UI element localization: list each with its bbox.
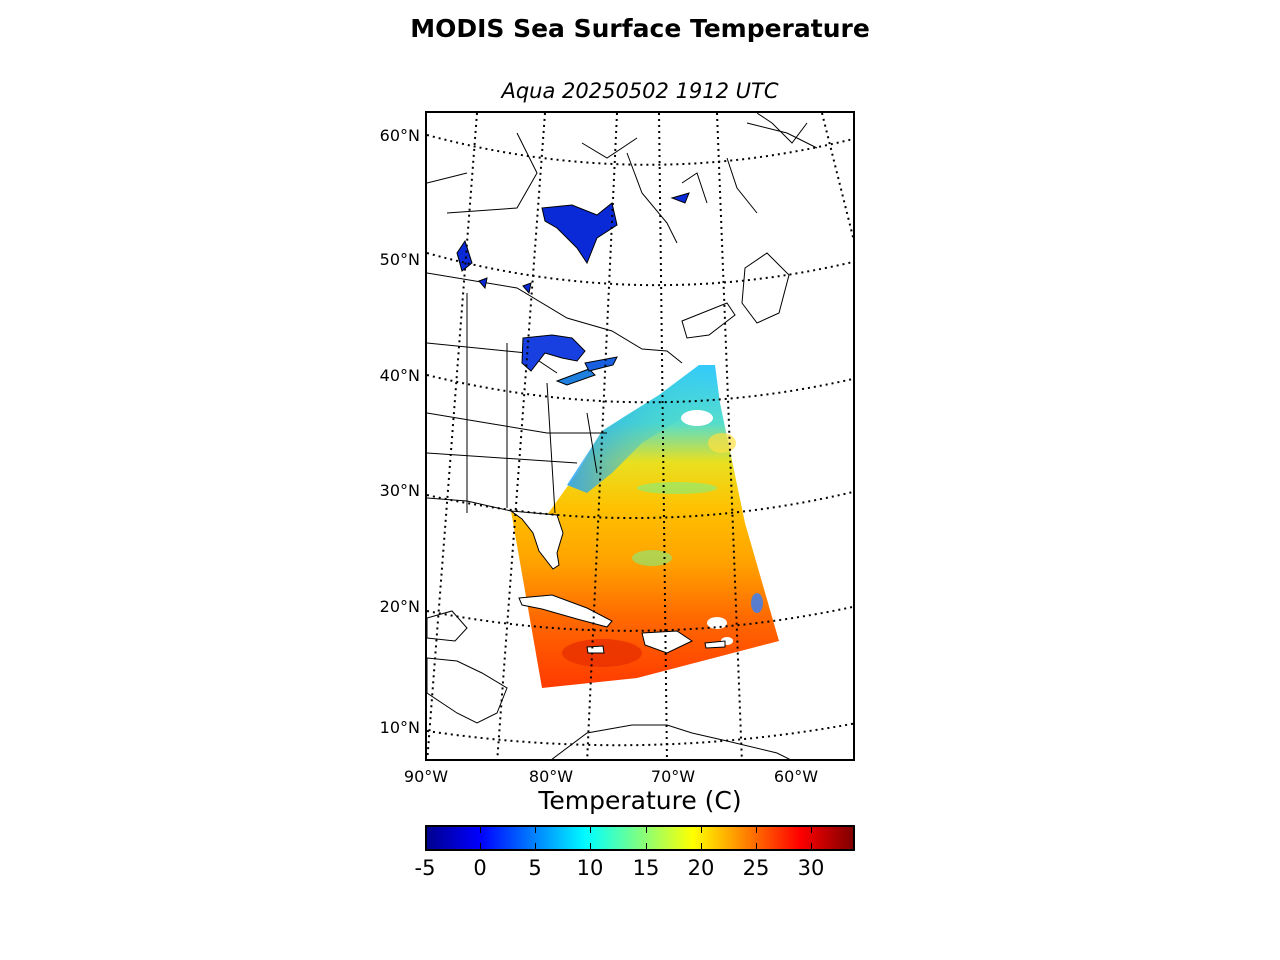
lon-label-70w: 70°W bbox=[650, 767, 696, 786]
lat-label-60n: 60°N bbox=[379, 126, 420, 145]
lat-label-20n: 20°N bbox=[379, 597, 420, 616]
colorbar-tick bbox=[425, 827, 426, 833]
colorbar-tick-label: 25 bbox=[742, 856, 770, 880]
colorbar-tick-label: 15 bbox=[632, 856, 660, 880]
lon-label-90w: 90°W bbox=[403, 767, 449, 786]
lat-label-30n: 30°N bbox=[379, 481, 420, 500]
map-title: MODIS Sea Surface Temperature bbox=[410, 14, 870, 43]
lat-label-10n: 10°N bbox=[379, 718, 420, 737]
colorbar-tick-label: 0 bbox=[473, 856, 487, 880]
political-borders bbox=[427, 113, 818, 514]
colorbar-tick bbox=[701, 827, 702, 833]
colorbar-tick bbox=[425, 843, 426, 849]
colorbar-label: Temperature (C) bbox=[538, 786, 742, 815]
colorbar-tick-label: 5 bbox=[528, 856, 542, 880]
colorbar-tick bbox=[646, 843, 647, 849]
map-subtitle: Aqua 20250502 1912 UTC bbox=[501, 79, 779, 103]
lat-label-40n: 40°N bbox=[379, 366, 420, 385]
colorbar-tick bbox=[535, 827, 536, 833]
colorbar-tick bbox=[701, 843, 702, 849]
colorbar-tick bbox=[811, 827, 812, 833]
lon-label-80w: 80°W bbox=[528, 767, 574, 786]
colorbar-tick bbox=[480, 843, 481, 849]
colorbar-tick bbox=[535, 843, 536, 849]
colorbar-tick bbox=[646, 827, 647, 833]
colorbar-tick bbox=[590, 827, 591, 833]
colorbar-tick bbox=[756, 843, 757, 849]
colorbar-tick-label: 30 bbox=[797, 856, 825, 880]
colorbar-tick-label: -5 bbox=[414, 856, 436, 880]
colorbar bbox=[425, 825, 855, 851]
graticule bbox=[427, 113, 853, 759]
coastlines bbox=[427, 252, 791, 759]
colorbar-tick-label: 10 bbox=[576, 856, 604, 880]
colorbar-tick bbox=[590, 843, 591, 849]
lat-label-50n: 50°N bbox=[379, 250, 420, 269]
colorbar-tick-label: 20 bbox=[687, 856, 715, 880]
colorbar-tick bbox=[811, 843, 812, 849]
map-panel bbox=[425, 111, 855, 761]
colorbar-tick bbox=[756, 827, 757, 833]
colorbar-tick bbox=[480, 827, 481, 833]
lakes bbox=[456, 192, 690, 386]
lon-label-60w: 60°W bbox=[773, 767, 819, 786]
map-canvas bbox=[427, 113, 853, 759]
